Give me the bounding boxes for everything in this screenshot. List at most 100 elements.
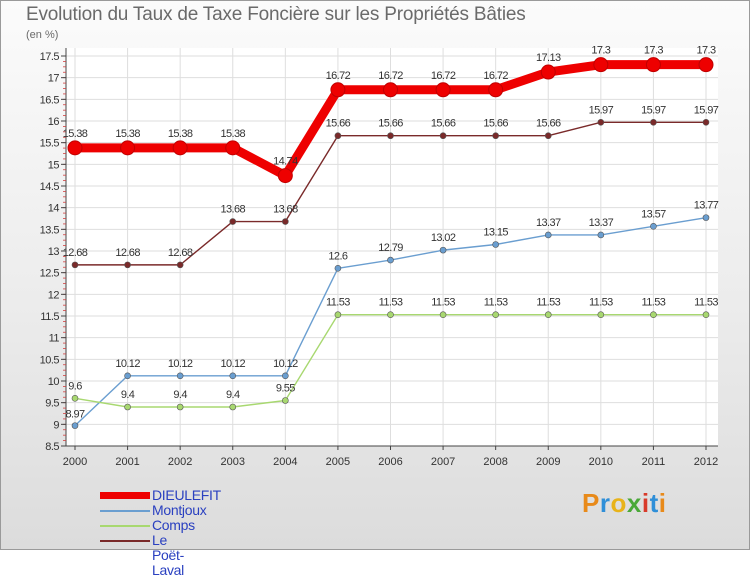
x-tick-label: 2003 (221, 456, 245, 468)
logo-letter: t (649, 488, 659, 518)
data-point (492, 241, 499, 248)
data-label: 15.97 (694, 104, 719, 116)
y-tick-label: 10.5 (40, 354, 60, 366)
data-label: 17.3 (591, 45, 610, 57)
data-label: 10.12 (115, 358, 140, 370)
data-point (698, 57, 714, 73)
data-label: 11.53 (694, 297, 718, 309)
x-tick-label: 2005 (326, 456, 350, 468)
data-label: 9.4 (121, 389, 135, 401)
y-tick-label: 16.5 (40, 94, 60, 106)
data-label: 15.66 (431, 118, 456, 130)
data-point (435, 82, 451, 98)
data-point (334, 265, 342, 272)
data-label: 11.53 (642, 297, 666, 309)
logo-letter: r (599, 488, 611, 518)
data-label: 13.68 (273, 204, 298, 216)
data-point (492, 311, 499, 319)
data-point (645, 57, 661, 73)
data-label: 13.37 (589, 217, 614, 229)
data-label: 12.68 (63, 247, 88, 259)
data-label: 15.97 (641, 104, 666, 116)
data-label: 11.53 (431, 297, 455, 309)
legend-swatch-comps (100, 525, 150, 527)
data-point (597, 119, 605, 126)
y-tick-label: 13 (48, 246, 60, 258)
data-point (225, 140, 241, 156)
plot-area (66, 48, 718, 446)
line-chart: 8.5 9 9.5 10 10.5 11 11.5 12 12.5 13 13.5 14 14.5 15 1… (40, 45, 720, 468)
data-label: 15.66 (536, 118, 561, 130)
chart-title: Evolution du Taux de Taxe Foncière sur l… (26, 4, 526, 25)
data-point (540, 64, 556, 80)
data-point (597, 231, 605, 239)
x-tick-label: 2004 (273, 456, 297, 468)
data-point (650, 119, 657, 126)
data-point (387, 256, 394, 264)
data-label: 16.72 (378, 70, 403, 82)
data-label: 13.77 (694, 200, 719, 212)
data-label: 9.55 (276, 383, 295, 395)
y-tick-label: 9 (53, 419, 59, 431)
data-label: 11.53 (536, 297, 560, 309)
data-label: 11.53 (326, 297, 350, 309)
data-point (544, 311, 552, 319)
x-tick-label: 2008 (483, 456, 507, 468)
data-label: 17.3 (696, 45, 715, 57)
legend-label-dieulefit: DIEULEFIT (152, 487, 221, 503)
data-point (387, 132, 394, 140)
data-label: 17.3 (644, 45, 663, 57)
data-label: 17.13 (536, 52, 561, 64)
y-tick-label: 10 (48, 376, 60, 388)
y-tick-label: 15 (48, 159, 60, 171)
data-label: 15.66 (326, 118, 351, 130)
data-label: 12.68 (168, 247, 193, 259)
y-tick-label: 16 (48, 116, 60, 128)
legend-swatch-dieulefit (100, 492, 150, 499)
legend-label-montjoux: Montjoux (152, 502, 207, 518)
data-label: 10.12 (273, 358, 298, 370)
data-point (277, 168, 293, 184)
data-label: 10.12 (168, 358, 193, 370)
data-point (282, 397, 289, 404)
data-point (176, 261, 184, 269)
data-label: 9.4 (226, 389, 240, 401)
data-point (172, 140, 188, 156)
data-label: 16.72 (326, 70, 351, 82)
x-tick-label: 2006 (378, 456, 402, 468)
x-tick-label: 2010 (589, 456, 613, 468)
data-label: 15.38 (220, 128, 245, 140)
y-tick-label: 13.5 (40, 224, 60, 236)
x-tick-label: 2007 (431, 456, 455, 468)
data-point (492, 132, 499, 140)
data-point (593, 57, 609, 73)
data-point (488, 82, 504, 98)
x-tick-label: 2009 (536, 456, 560, 468)
data-point (176, 403, 184, 411)
legend-swatch-montjoux (100, 510, 150, 512)
data-point (124, 403, 131, 411)
data-label: 13.68 (220, 204, 245, 216)
data-label: 12.79 (378, 242, 403, 254)
unit-label: (en %) (26, 29, 59, 41)
data-point (544, 132, 552, 140)
data-label: 16.72 (431, 70, 456, 82)
data-point (229, 218, 237, 225)
data-point (120, 140, 136, 156)
legend-label-le-poet-laval: Le Poët-Laval (152, 532, 184, 578)
data-point (650, 311, 657, 319)
legend-swatch-le-poet-laval (100, 540, 150, 542)
data-point (702, 214, 710, 221)
x-tick-label: 2011 (642, 456, 666, 468)
data-label: 12.68 (115, 247, 140, 259)
data-label: 13.15 (483, 227, 508, 239)
data-point (71, 261, 79, 269)
data-point (229, 403, 237, 411)
data-point (124, 372, 131, 380)
data-label: 11.53 (589, 297, 613, 309)
data-point (229, 372, 237, 380)
data-label: 10.12 (220, 358, 245, 370)
x-tick-label: 2000 (63, 456, 87, 468)
y-tick-label: 14 (48, 203, 60, 215)
data-point (702, 119, 710, 126)
